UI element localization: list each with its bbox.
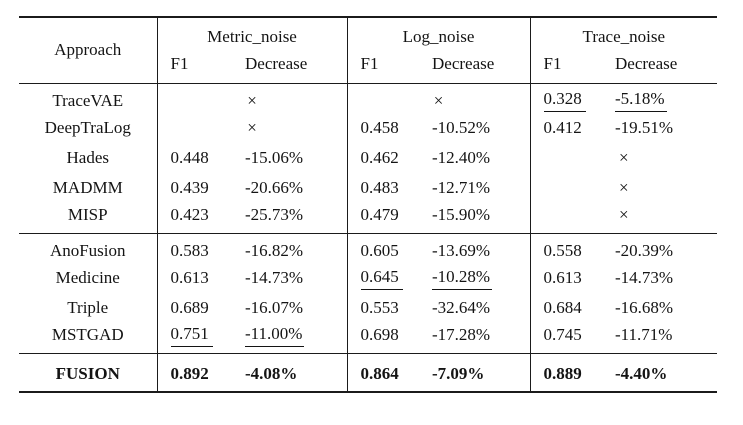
f1-cell: 0.645 (346, 263, 433, 293)
second-best-value: 0.645 (360, 267, 403, 290)
f1-cell: 0.558 (529, 232, 616, 263)
second-best-value: -10.28% (432, 267, 493, 290)
f1-cell: 0.448 (156, 143, 245, 173)
table-row-deeptralog: DeepTraLog × 0.458 -10.52% 0.412 -19.51% (19, 113, 717, 143)
f1-cell: 0.328 (529, 83, 616, 113)
results-table: Approach Metric_noise Log_noise Trace_no… (19, 16, 718, 393)
decrease-cell: -15.90% (432, 205, 491, 225)
table-row-triple: Triple 0.689 -16.07% 0.553 -32.64% 0.684… (19, 293, 717, 323)
cross-cell: × (529, 173, 718, 203)
cross-cell: × (156, 83, 348, 113)
decrease-cell: -4.40% (615, 352, 718, 392)
decrease-cell: -11.71% (615, 325, 673, 345)
f1-cell: 0.698 (346, 323, 433, 353)
approach-cell: Hades (66, 148, 109, 167)
f1-cell: 0.458 (346, 113, 433, 143)
col-header-log-f1: F1 (346, 50, 433, 84)
decrease-cell: -16.07% (245, 298, 304, 317)
approach-cell: TraceVAE (52, 90, 124, 110)
decrease-cell: -16.68% (615, 298, 674, 317)
approach-cell: MSTGAD (51, 325, 124, 345)
cross-cell: × (156, 113, 348, 143)
decrease-cell: -15.06% (245, 148, 304, 167)
f1-cell: 0.684 (529, 293, 616, 323)
decrease-cell: -17.28% (432, 325, 491, 345)
decrease-cell: -20.39% (615, 232, 718, 263)
table-row-tracevae: TraceVAE × × 0.328 -5.18% (19, 83, 717, 113)
decrease-cell: -14.73% (615, 268, 674, 287)
decrease-cell: -32.64% (432, 298, 491, 317)
decrease-cell: -12.40% (432, 148, 491, 167)
f1-cell: 0.479 (346, 203, 433, 233)
decrease-cell: -5.18% (615, 83, 717, 113)
decrease-cell: -4.08% (245, 352, 348, 392)
approach-cell: AnoFusion (19, 232, 157, 263)
f1-cell: 0.864 (346, 352, 433, 392)
f1-cell: 0.751 (156, 323, 245, 353)
cross-cell: × (529, 203, 718, 233)
f1-cell: 0.605 (346, 232, 433, 263)
col-header-approach: Approach (19, 17, 157, 84)
decrease-cell: -7.09% (432, 352, 531, 392)
approach-cell: DeepTraLog (44, 118, 131, 137)
decrease-cell: -14.73% (245, 268, 304, 287)
col-header-trace-noise: Trace_noise (529, 17, 718, 50)
decrease-cell: -19.51% (615, 118, 674, 137)
second-best-value: 0.751 (170, 324, 213, 347)
f1-cell: 0.462 (346, 143, 433, 173)
cross-cell: × (529, 143, 718, 173)
header-sub-row: F1 Decrease F1 Decrease F1 Decrease (19, 50, 718, 84)
f1-cell: 0.412 (529, 113, 616, 143)
f1-cell: 0.613 (156, 263, 245, 293)
second-best-value: -11.00% (245, 324, 305, 347)
f1-cell: 0.889 (529, 352, 616, 392)
col-header-log-decrease: Decrease (432, 50, 531, 84)
table-row-anofusion: AnoFusion 0.583 -16.82% 0.605 -13.69% 0.… (19, 232, 718, 263)
table-row-misp: MISP 0.423 -25.73% 0.479 -15.90% × (19, 203, 718, 233)
f1-cell: 0.423 (156, 203, 245, 233)
decrease-cell: -13.69% (432, 232, 531, 263)
table-row-mstgad: MSTGAD 0.751 -11.00% 0.698 -17.28% 0.745… (19, 323, 717, 353)
table-row-medicine: Medicine 0.613 -14.73% 0.645 -10.28% 0.6… (19, 263, 717, 293)
decrease-cell: -10.28% (432, 263, 530, 293)
second-best-value: -5.18% (615, 89, 667, 113)
header-group-row: Approach Metric_noise Log_noise Trace_no… (19, 17, 718, 84)
decrease-cell: -20.66% (245, 178, 304, 197)
decrease-cell: -12.71% (432, 178, 491, 197)
approach-cell: Medicine (55, 268, 120, 287)
approach-cell: MADMM (52, 178, 123, 197)
approach-cell: MISP (67, 205, 108, 225)
table-row-fusion: FUSION 0.892 -4.08% 0.864 -7.09% 0.889 -… (19, 352, 718, 392)
f1-cell: 0.583 (156, 232, 245, 263)
col-header-trace-decrease: Decrease (615, 50, 718, 84)
f1-cell: 0.745 (529, 323, 616, 353)
f1-cell: 0.689 (156, 293, 245, 323)
f1-cell: 0.892 (156, 352, 245, 392)
col-header-log-noise: Log_noise (346, 17, 531, 50)
decrease-cell: -16.82% (245, 232, 348, 263)
table-row-madmm: MADMM 0.439 -20.66% 0.483 -12.71% × (19, 173, 718, 203)
decrease-cell: -11.00% (245, 323, 347, 353)
decrease-cell: -10.52% (432, 118, 491, 137)
second-best-value: 0.328 (543, 89, 586, 113)
decrease-cell: -25.73% (245, 205, 304, 225)
f1-cell: 0.553 (346, 293, 433, 323)
approach-cell: FUSION (19, 352, 157, 392)
f1-cell: 0.439 (156, 173, 245, 203)
f1-cell: 0.483 (346, 173, 433, 203)
col-header-metric-noise: Metric_noise (156, 17, 348, 50)
cross-cell: × (346, 83, 531, 113)
approach-cell: Triple (67, 298, 109, 317)
f1-cell: 0.613 (529, 263, 616, 293)
table-row-hades: Hades 0.448 -15.06% 0.462 -12.40% × (19, 143, 718, 173)
col-header-metric-f1: F1 (156, 50, 245, 84)
col-header-metric-decrease: Decrease (245, 50, 348, 84)
col-header-trace-f1: F1 (529, 50, 616, 84)
